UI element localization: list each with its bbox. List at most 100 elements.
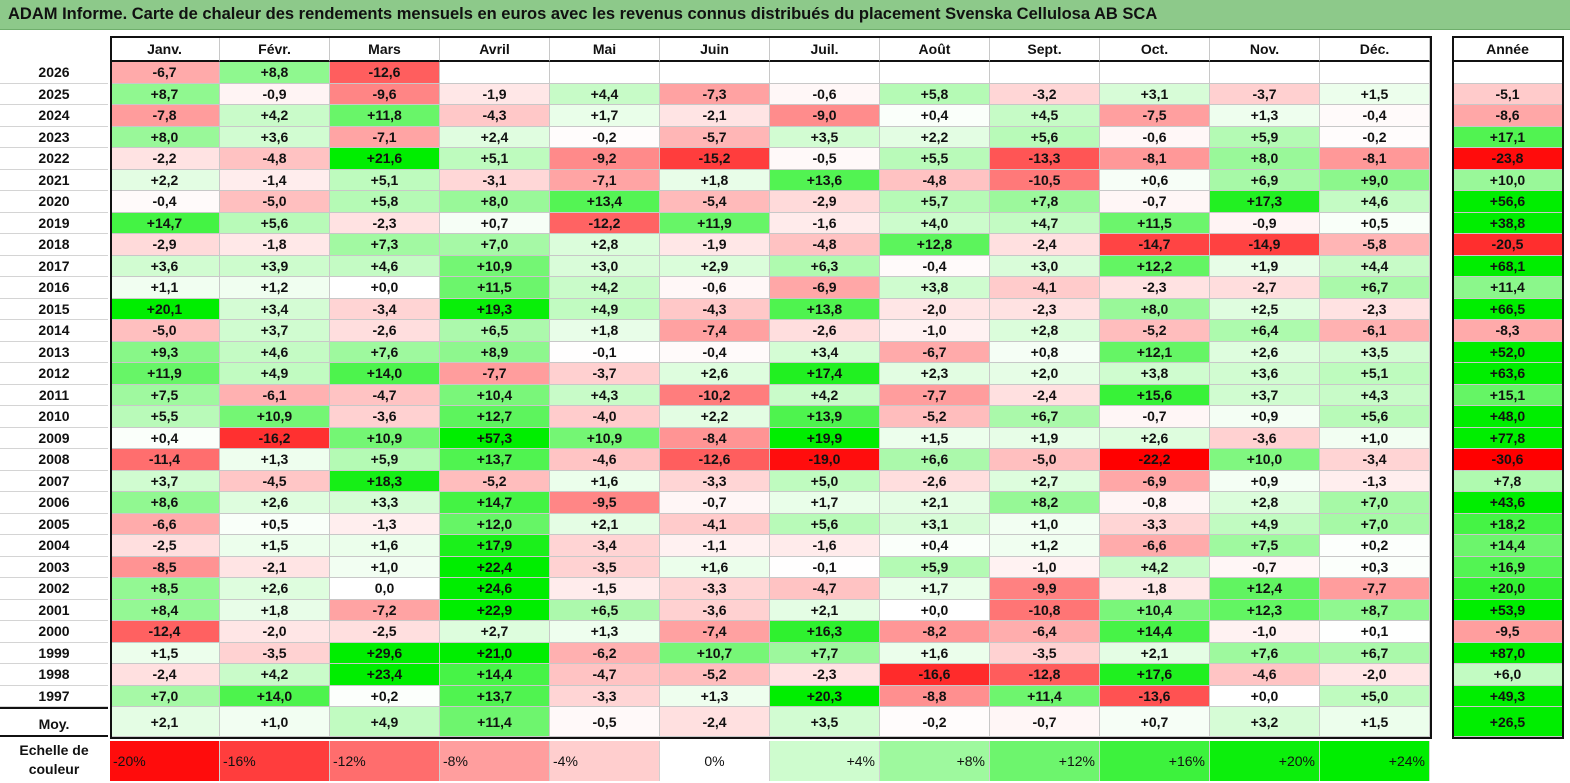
month-header: Mai	[550, 36, 660, 62]
heatmap-cell: -0,4	[880, 255, 990, 277]
heatmap-cell: +10,9	[220, 406, 330, 428]
heatmap-cell: -3,7	[550, 363, 660, 385]
heatmap-cell: +5,8	[330, 191, 440, 213]
heatmap-cell: -0,8	[1100, 492, 1210, 514]
heatmap-cell: -1,9	[660, 234, 770, 256]
heatmap-cell: -13,6	[1100, 685, 1210, 707]
heatmap-cell: -3,3	[1100, 513, 1210, 535]
heatmap-cell: +0,9	[1210, 470, 1320, 492]
heatmap-cell: -5,7	[660, 126, 770, 148]
heatmap-cell: -2,3	[1320, 298, 1430, 320]
heatmap-cell: +4,7	[990, 212, 1100, 234]
row-year-label: 2016	[0, 277, 108, 299]
month-header: Févr.	[220, 36, 330, 62]
heatmap-cell: -2,2	[110, 148, 220, 170]
heatmap-cell: +2,7	[990, 470, 1100, 492]
month-header: Avril	[440, 36, 550, 62]
heatmap-cell: -6,2	[550, 642, 660, 664]
heatmap-cell: +17,9	[440, 535, 550, 557]
annual-cell: -30,6	[1452, 449, 1564, 471]
annual-cell: +7,8	[1452, 470, 1564, 492]
heatmap-cell: -4,7	[330, 384, 440, 406]
heatmap-cell: +3,8	[880, 277, 990, 299]
heatmap-cell: -2,6	[770, 320, 880, 342]
row-year-label: 2019	[0, 212, 108, 234]
heatmap-cell: +2,8	[1210, 492, 1320, 514]
heatmap-cell: +6,9	[1210, 169, 1320, 191]
heatmap-cell: +20,3	[770, 685, 880, 707]
annual-cell: +17,1	[1452, 126, 1564, 148]
heatmap-cell: +13,7	[440, 685, 550, 707]
heatmap-cell: +3,5	[770, 126, 880, 148]
heatmap-cell: +14,0	[330, 363, 440, 385]
heatmap-cell: +11,5	[440, 277, 550, 299]
heatmap-cell: +5,9	[880, 556, 990, 578]
heatmap-cell: -4,5	[220, 470, 330, 492]
heatmap-cell: +3,3	[330, 492, 440, 514]
color-scale-swatch: -4%	[550, 741, 660, 781]
heatmap-cell: +3,8	[1100, 363, 1210, 385]
row-year-label: 2020	[0, 191, 108, 213]
heatmap-cell: +13,8	[770, 298, 880, 320]
heatmap-cell: +5,1	[440, 148, 550, 170]
heatmap-cell: +5,0	[1320, 685, 1430, 707]
heatmap-cell: +2,6	[660, 363, 770, 385]
heatmap-cell: +1,5	[220, 535, 330, 557]
heatmap-cell: 0,0	[330, 578, 440, 600]
heatmap-cell: -8,2	[880, 621, 990, 643]
heatmap-cell: -2,6	[880, 470, 990, 492]
row-year-label: 2001	[0, 599, 108, 621]
heatmap-cell: +5,5	[110, 406, 220, 428]
heatmap-cell: +0,0	[330, 277, 440, 299]
heatmap-cell: +1,3	[1210, 105, 1320, 127]
average-cell: +3,2	[1210, 707, 1320, 737]
heatmap-cell: -0,4	[660, 341, 770, 363]
heatmap-cell: -7,3	[660, 83, 770, 105]
heatmap-cell: +12,7	[440, 406, 550, 428]
heatmap-cell: +1,9	[1210, 255, 1320, 277]
heatmap-cell: +3,5	[1320, 341, 1430, 363]
heatmap-cell: -4,6	[1210, 664, 1320, 686]
color-scale-swatch: -8%	[440, 741, 550, 781]
heatmap-cell: +3,7	[1210, 384, 1320, 406]
heatmap-cell: -2,6	[330, 320, 440, 342]
heatmap-cell: -5,2	[440, 470, 550, 492]
heatmap-cell: +0,0	[880, 599, 990, 621]
heatmap-cell: -8,4	[660, 427, 770, 449]
heatmap-cell: +16,3	[770, 621, 880, 643]
heatmap-cell: -16,6	[880, 664, 990, 686]
heatmap-cell: -3,7	[1210, 83, 1320, 105]
heatmap-cell: -6,9	[770, 277, 880, 299]
heatmap-cell: -4,0	[550, 406, 660, 428]
heatmap-cell: -3,4	[1320, 449, 1430, 471]
heatmap-cell: +6,7	[1320, 642, 1430, 664]
row-year-label: 2021	[0, 169, 108, 191]
heatmap-cell: +3,7	[220, 320, 330, 342]
heatmap-cell: -2,0	[880, 298, 990, 320]
heatmap-cell: +15,6	[1100, 384, 1210, 406]
heatmap-cell: +1,3	[660, 685, 770, 707]
year-total-header: Année	[1452, 36, 1564, 62]
heatmap-cell: -3,3	[550, 685, 660, 707]
heatmap-cell: +4,9	[550, 298, 660, 320]
annual-cell: +18,2	[1452, 513, 1564, 535]
color-scale-swatch: -20%	[110, 741, 220, 781]
heatmap-cell: -1,9	[440, 83, 550, 105]
heatmap-cell: -16,2	[220, 427, 330, 449]
heatmap-cell: -12,4	[110, 621, 220, 643]
annual-cell: +15,1	[1452, 384, 1564, 406]
heatmap-cell: -6,7	[880, 341, 990, 363]
heatmap-cell: +1,7	[880, 578, 990, 600]
month-header: Juil.	[770, 36, 880, 62]
row-year-label: 2012	[0, 363, 108, 385]
heatmap-cell: +7,5	[110, 384, 220, 406]
heatmap-cell: +21,0	[440, 642, 550, 664]
heatmap-cell: -5,0	[220, 191, 330, 213]
heatmap-cell: -1,6	[770, 535, 880, 557]
heatmap-cell: +8,6	[110, 492, 220, 514]
heatmap-cell: +2,5	[1210, 298, 1320, 320]
heatmap-cell: +6,7	[990, 406, 1100, 428]
heatmap-cell: -7,5	[1100, 105, 1210, 127]
color-scale-swatch: +12%	[990, 741, 1100, 781]
heatmap-cell: -2,3	[770, 664, 880, 686]
